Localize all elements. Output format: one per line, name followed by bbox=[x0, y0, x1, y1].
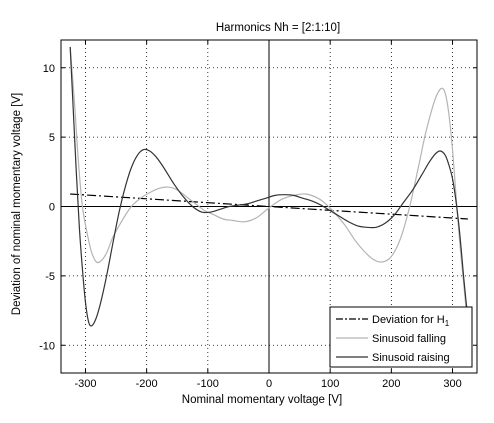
tick-marks: -300 -200 -100 0 100 200 300 -10 -5 0 5 10 bbox=[39, 40, 477, 390]
legend: Deviation for H1 Sinusoid falling Sinusoid… bbox=[329, 306, 473, 368]
legend-label: Deviation for H1 bbox=[372, 314, 450, 328]
y-tick-label: -5 bbox=[45, 271, 55, 283]
x-tick-label: -200 bbox=[136, 378, 158, 390]
series-sinusoid-falling bbox=[69, 46, 469, 332]
x-tick-label: 200 bbox=[382, 378, 400, 390]
series-sinusoid-raising bbox=[69, 46, 469, 327]
y-tick-label: 10 bbox=[43, 63, 55, 75]
series-deviation-h1 bbox=[70, 193, 468, 220]
y-tick-label: 5 bbox=[49, 132, 55, 144]
y-axis-label: Deviation of nominal momentary voltage [… bbox=[11, 93, 23, 315]
legend-label-subscript: 1 bbox=[445, 319, 450, 328]
legend-label: Sinusoid falling bbox=[372, 333, 446, 345]
x-axis-label: Nominal momentary voltage [V] bbox=[182, 394, 342, 406]
y-tick-label: 0 bbox=[49, 202, 55, 214]
x-tick-label: -100 bbox=[197, 378, 219, 390]
x-tick-label: 100 bbox=[321, 378, 339, 390]
chart-title: Harmonics Nh = [2:1:10] bbox=[216, 22, 340, 34]
x-tick-label: -300 bbox=[74, 378, 96, 390]
x-tick-label: 300 bbox=[443, 378, 461, 390]
legend-label: Sinusoid raising bbox=[372, 352, 450, 364]
y-tick-label: -10 bbox=[39, 340, 55, 352]
x-tick-label: 0 bbox=[266, 378, 272, 390]
series-group bbox=[69, 46, 469, 332]
